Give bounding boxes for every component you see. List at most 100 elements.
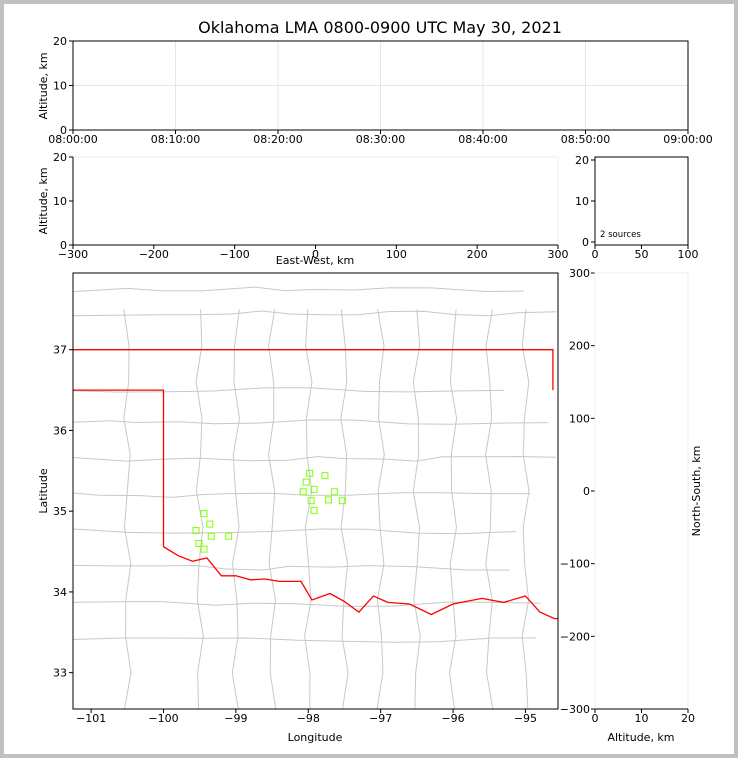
time-height-y-tick-label: 20 <box>53 35 67 48</box>
ew-height-ylabel: Altitude, km <box>37 167 50 234</box>
ns-height-panel: 0 10 20 Altitude, km <box>592 272 695 744</box>
time-height-panel: 08:00:00 08:10:00 08:20:00 08:30:00 08:40:00… <box>37 35 713 146</box>
ew-height-x-tick-label: −300 <box>58 248 88 261</box>
plan-view-ns-tick-label: −200 <box>560 630 590 643</box>
histogram-y-tick-label: 10 <box>575 195 589 208</box>
time-height-x-tick-label: 08:40:00 <box>458 133 507 146</box>
ew-height-xlabel: East-West, km <box>276 254 354 267</box>
plan-view-ns-tick-label: 100 <box>569 412 590 425</box>
plan-view-y-tick-label: 37 <box>53 344 67 357</box>
time-height-x-tick-label: 08:30:00 <box>356 133 405 146</box>
county-line-horizontal <box>73 637 537 643</box>
plan-view-sources <box>192 469 346 553</box>
time-height-x-tick-label: 08:50:00 <box>561 133 610 146</box>
lightning-source-marker <box>206 520 214 528</box>
plan-view-x-tick-label: −96 <box>441 712 464 725</box>
county-line-horizontal <box>73 286 524 293</box>
lightning-source-marker <box>321 472 329 480</box>
ew-height-y-tick-label: 0 <box>60 239 67 252</box>
plan-view-panel: −101 −100 −99 −98 −97 −96 −95 33 34 35 36 37 −300 −20… <box>37 267 703 744</box>
county-line-vertical <box>485 309 494 709</box>
ns-height-xlabel: Altitude, km <box>607 731 674 744</box>
county-line-horizontal <box>73 564 510 571</box>
plan-view-y-tick-label: 35 <box>53 505 67 518</box>
figure-title: Oklahoma LMA 0800-0900 UTC May 30, 2021 <box>198 18 562 37</box>
lightning-source-marker <box>330 488 338 496</box>
histogram-ticks: 0 50 100 0 10 20 <box>575 154 699 261</box>
lightning-source-marker <box>200 510 208 518</box>
ns-height-x-tick-label: 20 <box>681 712 695 725</box>
time-height-y-tick-label: 0 <box>60 124 67 137</box>
histogram-y-tick-label: 20 <box>575 154 589 167</box>
plan-view-ns-tick-label: 0 <box>583 485 590 498</box>
plan-view-ns-tick-label: −300 <box>560 703 590 716</box>
ns-height-ticks: 0 10 20 <box>592 709 695 725</box>
plan-view-y-tick-label: 36 <box>53 424 67 437</box>
histogram-x-tick-label: 50 <box>635 248 649 261</box>
ew-height-panel: −300 −200 −100 0 100 200 300 0 10 20 Altitude, km… <box>37 151 569 267</box>
plan-view-ticks: −101 −100 −99 −98 −97 −96 −95 33 34 35 36 37 −300 −20… <box>53 267 595 725</box>
plan-view-x-tick-label: −100 <box>148 712 178 725</box>
histogram-source-count: 2 sources <box>600 230 641 240</box>
county-line-vertical <box>376 309 385 709</box>
county-line-vertical <box>304 309 313 709</box>
plan-view-x-tick-label: −97 <box>369 712 392 725</box>
county-line-horizontal <box>73 310 557 317</box>
plan-view-xlabel: Longitude <box>288 731 343 744</box>
ew-height-x-tick-label: 200 <box>467 248 488 261</box>
plan-view-ns-tick-label: −100 <box>560 558 590 571</box>
county-line-vertical <box>195 309 204 709</box>
time-height-x-tick-label: 08:20:00 <box>253 133 302 146</box>
county-line-horizontal <box>73 492 531 498</box>
county-line-vertical <box>340 309 349 709</box>
plan-view-right-ylabel: North-South, km <box>690 446 703 537</box>
time-height-ylabel: Altitude, km <box>37 52 50 119</box>
time-height-x-tick-label: 08:00:00 <box>48 133 97 146</box>
plan-view-y-tick-label: 33 <box>53 667 67 680</box>
county-line-horizontal <box>73 419 549 425</box>
ew-height-y-tick-label: 20 <box>53 151 67 164</box>
histogram-y-tick-label: 0 <box>582 236 589 249</box>
lightning-source-marker <box>192 527 200 535</box>
lightning-source-marker <box>307 497 315 505</box>
histogram-panel: 0 50 100 0 10 20 2 sources <box>575 154 699 261</box>
lightning-source-marker <box>200 545 208 553</box>
ew-height-y-tick-label: 10 <box>53 195 67 208</box>
county-boundaries <box>73 286 557 709</box>
county-line-vertical <box>448 309 458 709</box>
histogram-x-tick-label: 100 <box>678 248 699 261</box>
lightning-source-marker <box>225 532 233 540</box>
plan-view-ns-tick-label: 200 <box>569 340 590 353</box>
time-height-x-tick-label: 08:10:00 <box>151 133 200 146</box>
county-line-vertical <box>521 309 530 709</box>
county-line-vertical <box>267 309 277 709</box>
ew-height-x-tick-label: 0 <box>312 248 319 261</box>
plan-view-x-tick-label: −98 <box>297 712 320 725</box>
county-line-horizontal <box>73 455 556 462</box>
county-line-horizontal <box>73 528 517 535</box>
county-line-vertical <box>231 309 241 709</box>
lightning-source-marker <box>207 532 215 540</box>
time-height-x-tick-label: 09:00:00 <box>663 133 712 146</box>
ew-height-x-tick-label: 100 <box>386 248 407 261</box>
lightning-source-marker <box>306 469 314 477</box>
plan-view-y-tick-label: 34 <box>53 586 67 599</box>
lightning-source-marker <box>310 485 318 493</box>
lightning-source-marker <box>299 488 307 496</box>
ew-height-x-tick-label: 300 <box>548 248 569 261</box>
ns-height-x-tick-label: 0 <box>592 712 599 725</box>
plan-view-ylabel: Latitude <box>37 468 50 514</box>
ew-height-x-tick-label: −200 <box>139 248 169 261</box>
lightning-source-marker <box>338 497 346 505</box>
lightning-source-marker <box>195 539 203 547</box>
plan-view-frame <box>72 272 559 710</box>
plan-view-x-tick-label: −101 <box>76 712 106 725</box>
county-line-horizontal <box>73 387 505 393</box>
county-line-vertical <box>123 309 132 709</box>
histogram-x-tick-label: 0 <box>592 248 599 261</box>
lightning-source-marker <box>310 506 318 514</box>
lightning-source-marker <box>325 496 333 504</box>
oklahoma-state-border <box>73 349 558 620</box>
ew-height-x-tick-label: −100 <box>220 248 250 261</box>
